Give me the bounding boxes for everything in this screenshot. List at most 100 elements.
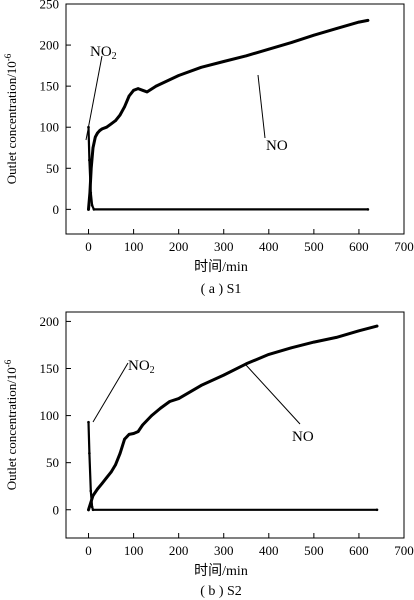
- chart-a-ytick-label: 50: [46, 161, 59, 176]
- chart-b-point-no2: [91, 508, 95, 512]
- chart-a-point-no: [98, 129, 102, 132]
- chart-b-xtick-label: 600: [349, 543, 369, 558]
- chart-a-annotation-label: NO: [266, 138, 288, 154]
- chart-a-series-no2: [87, 126, 369, 211]
- chart-b-xtick-label: 400: [259, 543, 279, 558]
- chart-a-point-no: [145, 90, 149, 94]
- chart-a-point-no2: [92, 208, 96, 211]
- chart-b-point-no: [312, 340, 316, 344]
- chart-b-point-no: [357, 329, 361, 333]
- chart-a-point-no: [245, 54, 248, 58]
- chart-a-point-no: [132, 89, 135, 92]
- chart-a-xtick-label: 200: [169, 239, 189, 254]
- chart-b-ytick-label: 50: [46, 455, 59, 470]
- chart-b-xtick-label: 0: [85, 543, 92, 558]
- chart-a-xtick-label: 500: [304, 239, 324, 254]
- chart-b-annotation-label: NO: [292, 429, 314, 445]
- chart-b-point-no2: [89, 489, 93, 493]
- chart-b-caption: ( b ) S2: [200, 584, 242, 599]
- chart-b-series-no: [87, 324, 379, 512]
- chart-b-point-no: [118, 452, 122, 455]
- chart-a-point-no: [267, 47, 271, 51]
- chart-a-xtick-label: 100: [124, 239, 144, 254]
- chart-a-point-no2: [366, 208, 370, 211]
- chart-b-point-no2: [375, 508, 379, 512]
- chart-b-xlabel: 时间/min: [194, 563, 248, 579]
- chart-b-ytick-label: 100: [40, 408, 60, 423]
- chart-b-point-no: [127, 433, 131, 436]
- chart-b-point-no: [114, 463, 117, 466]
- chart-a-point-no: [222, 60, 225, 63]
- chart-a-point-no: [154, 84, 158, 88]
- chart-a-xtick-label: 600: [349, 239, 369, 254]
- chart-b-point-no: [136, 430, 140, 433]
- chart-a-annotation-sub: 2: [112, 51, 117, 62]
- chart-a-annotation-leader: [85, 55, 103, 141]
- chart-a-point-no: [357, 20, 361, 24]
- chart-b-point-no: [335, 336, 338, 339]
- chart-b-ytick-label: 0: [53, 502, 60, 517]
- chart-b-point-no: [222, 373, 225, 377]
- chart-a-ytick-label: 0: [53, 202, 60, 217]
- chart-a-point-no: [141, 89, 144, 92]
- chart-b-ytick-label: 150: [40, 361, 60, 376]
- chart-a-point-no: [123, 105, 126, 108]
- chart-b-annotation-sub: 2: [150, 365, 155, 376]
- chart-a-annotation-label: NO2: [90, 44, 117, 62]
- chart-b-annotation-leader: [92, 362, 129, 423]
- chart-a-point-no2: [89, 191, 93, 195]
- chart-a-ylabel-text: Outlet concentration/10: [4, 61, 19, 184]
- chart-a-annotation-leader: [257, 74, 266, 139]
- chart-b-point-no: [91, 494, 95, 497]
- chart-b-point-no: [375, 324, 379, 328]
- chart-a-annotation-main: NO: [90, 44, 112, 60]
- chart-a-annotation-main: NO: [266, 138, 288, 154]
- chart-a-ytick-label: 250: [40, 0, 60, 12]
- chart-b-xtick-label: 500: [304, 543, 324, 558]
- chart-a-point-no: [335, 27, 338, 30]
- chart-b-point-no: [109, 470, 113, 474]
- chart-b-series-no2: [87, 421, 379, 511]
- chart-b-point-no: [168, 400, 171, 403]
- chart-a-point-no: [91, 146, 95, 150]
- chart-a-point-no: [100, 127, 104, 131]
- chart-a-point-no: [177, 74, 180, 77]
- chart-b-ylabel-text: Outlet concentration/10: [4, 367, 19, 490]
- chart-b-point-no: [199, 384, 203, 387]
- chart-a-point-no: [109, 122, 113, 126]
- chart-b-point-no: [123, 437, 126, 441]
- chart-a-ylabel-exponent: -6: [3, 53, 13, 61]
- chart-a-point-no: [366, 19, 370, 22]
- chart-a-xtick-label: 400: [259, 239, 279, 254]
- chart-b-point-no: [245, 362, 248, 366]
- chart-a-point-no2: [90, 204, 94, 207]
- chart-b-xtick-label: 300: [214, 543, 234, 558]
- chart-b-point-no: [105, 476, 108, 480]
- chart-b-xtick-label: 700: [394, 543, 414, 558]
- chart-b-point-no: [159, 406, 162, 410]
- chart-b-annotation-label: NO2: [128, 358, 155, 376]
- chart-b-xtick-label: 100: [124, 543, 144, 558]
- chart-a-point-no: [312, 33, 316, 37]
- chart-b-ytick-label: 200: [40, 314, 60, 329]
- chart-a-ylabel: Outlet concentration/10-6: [3, 53, 19, 184]
- chart-b-point-no: [290, 346, 293, 350]
- chart-a-point-no: [199, 66, 203, 69]
- chart-b-point-no: [96, 487, 99, 491]
- chart-a-point-no: [290, 41, 293, 44]
- chart-b-point-no2: [88, 452, 91, 455]
- chart-b: 0 100 200 300 400 500 600 700 0 50 100 150 200 时间/min…: [3, 311, 414, 599]
- chart-a-series-no: [87, 18, 370, 211]
- chart-b-xtick-label: 200: [169, 543, 189, 558]
- chart-b-point-no: [177, 397, 180, 400]
- chart-b-point-no: [100, 482, 104, 485]
- chart-a-ytick-label: 150: [40, 79, 60, 94]
- chart-b-annotation-leader: [245, 364, 301, 425]
- chart-a-xlabel: 时间/min: [194, 259, 248, 275]
- chart-b-point-no2: [90, 505, 94, 509]
- chart-a-point-no: [87, 208, 90, 211]
- chart-a-point-no: [127, 94, 131, 98]
- chart-a-ytick-label: 100: [40, 120, 60, 135]
- chart-a-caption: ( a ) S1: [201, 282, 242, 297]
